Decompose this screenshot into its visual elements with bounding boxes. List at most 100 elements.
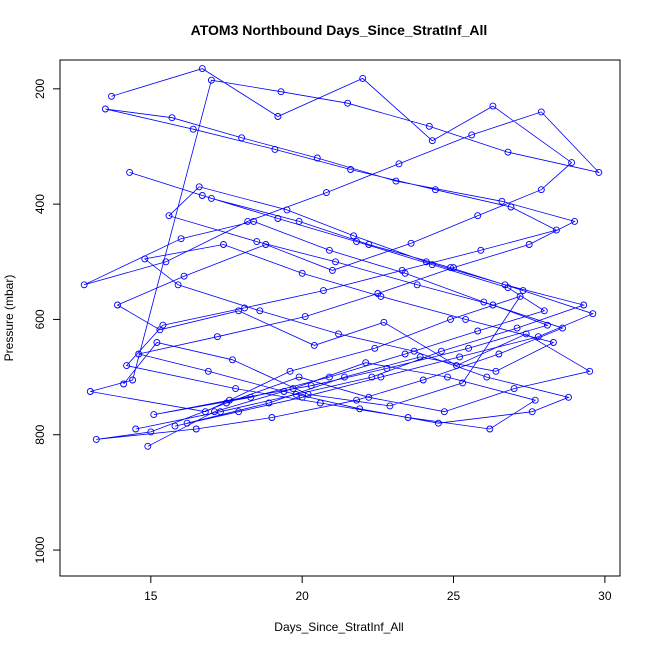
data-point xyxy=(383,364,391,372)
data-point xyxy=(298,393,306,401)
data-point xyxy=(422,258,430,266)
data-point xyxy=(347,166,355,173)
data-point xyxy=(534,333,542,341)
data-point xyxy=(165,212,173,220)
data-point xyxy=(474,212,482,220)
data-point xyxy=(286,367,294,375)
data-point xyxy=(207,194,215,202)
x-axis: 15 20 25 30 xyxy=(144,576,612,603)
data-point xyxy=(241,304,249,312)
data-point xyxy=(425,122,433,130)
data-point xyxy=(568,159,576,167)
data-point xyxy=(141,255,149,263)
data-point xyxy=(528,408,536,416)
data-point xyxy=(253,238,261,246)
data-point xyxy=(465,344,473,352)
data-point xyxy=(404,414,412,421)
data-point xyxy=(489,102,497,110)
data-point xyxy=(204,367,212,375)
data-point xyxy=(353,238,361,246)
data-point xyxy=(92,435,100,443)
data-point xyxy=(589,310,597,318)
data-point xyxy=(274,113,282,120)
data-point xyxy=(108,92,115,100)
data-point xyxy=(510,385,518,393)
data-point xyxy=(513,324,521,332)
x-tick-label: 15 xyxy=(144,589,158,603)
data-point xyxy=(437,347,445,355)
data-point xyxy=(192,425,200,433)
data-point xyxy=(207,76,215,84)
data-point xyxy=(401,350,409,358)
data-point xyxy=(256,307,264,315)
data-point xyxy=(177,235,185,243)
data-point xyxy=(565,393,572,401)
data-point xyxy=(120,380,128,388)
data-point xyxy=(283,206,291,214)
data-point xyxy=(123,362,131,370)
data-point xyxy=(525,241,533,248)
x-tick-label: 30 xyxy=(598,589,612,603)
data-point xyxy=(468,131,476,139)
data-point xyxy=(268,414,276,421)
data-point xyxy=(319,287,327,295)
data-point xyxy=(531,396,539,404)
data-point xyxy=(431,186,439,194)
data-point xyxy=(307,382,315,390)
data-point xyxy=(386,402,394,410)
data-point xyxy=(226,396,233,404)
data-point xyxy=(244,217,252,225)
data-point xyxy=(350,232,358,240)
data-point xyxy=(586,367,594,375)
data-point xyxy=(325,246,333,254)
data-point xyxy=(168,114,176,122)
data-point xyxy=(298,269,306,277)
data-point xyxy=(540,307,548,315)
data-point xyxy=(335,330,342,338)
data-point xyxy=(144,442,152,450)
data-point xyxy=(277,88,285,96)
data-point xyxy=(310,341,318,349)
data-point xyxy=(292,390,300,398)
data-point xyxy=(332,258,339,266)
data-point xyxy=(428,261,436,269)
data-point xyxy=(86,388,94,395)
data-point xyxy=(229,356,236,364)
data-point xyxy=(519,287,527,295)
data-point xyxy=(132,425,140,433)
data-point xyxy=(377,373,385,381)
plot-frame xyxy=(59,59,621,577)
data-point xyxy=(180,272,188,280)
y-tick-label: 200 xyxy=(33,78,47,98)
data-point xyxy=(216,408,224,416)
data-point xyxy=(235,307,243,315)
y-tick-label: 800 xyxy=(33,424,47,444)
data-point xyxy=(135,350,143,358)
data-point xyxy=(126,168,134,176)
data-point xyxy=(365,393,373,401)
data-point xyxy=(313,154,321,162)
data-point xyxy=(220,241,227,248)
data-point xyxy=(447,264,454,272)
data-point xyxy=(549,339,557,346)
data-point xyxy=(571,217,579,225)
data-point xyxy=(238,134,246,142)
data-point xyxy=(153,339,161,346)
series-line-2 xyxy=(105,108,576,447)
data-point xyxy=(114,301,121,309)
data-point xyxy=(80,281,88,289)
chart-title: ATOM3 Northbound Days_Since_StratInf_All xyxy=(191,22,488,38)
series-layer xyxy=(80,65,603,450)
data-point xyxy=(447,315,454,323)
data-point xyxy=(189,125,197,133)
data-point xyxy=(325,373,333,381)
data-point xyxy=(595,168,603,176)
data-point xyxy=(265,399,273,407)
data-point xyxy=(516,292,524,300)
data-point xyxy=(456,353,464,361)
data-point xyxy=(353,396,361,404)
data-point xyxy=(492,367,500,375)
data-point xyxy=(489,301,497,309)
data-point xyxy=(440,408,448,416)
